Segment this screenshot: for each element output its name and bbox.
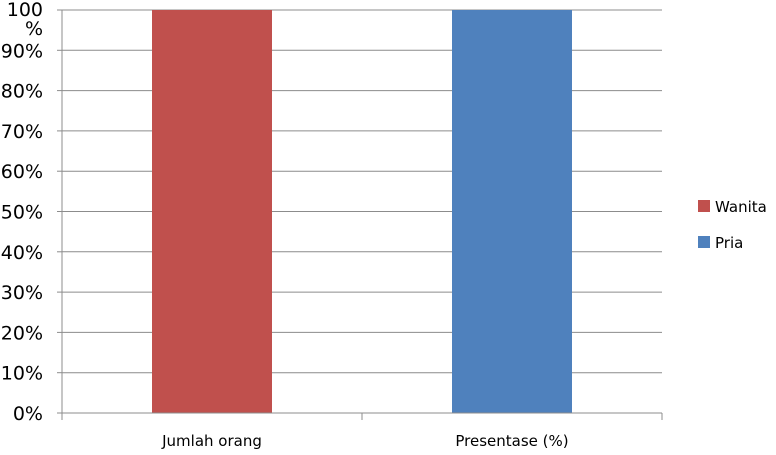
x-tick-labels: Jumlah orang Presentase (%) [161, 432, 569, 450]
legend-swatch-wanita [698, 200, 710, 212]
y-tick-label: 100% [7, 0, 43, 40]
bars [152, 10, 572, 413]
y-tick-label: 20% [1, 322, 43, 344]
axes [57, 9, 663, 420]
bar-wanita-1 [152, 10, 272, 413]
y-tick-label: 50% [1, 202, 43, 224]
y-tick-label: 30% [1, 282, 43, 304]
y-tick-label: 90% [1, 40, 43, 62]
bar-pria-2 [452, 10, 572, 413]
y-tick-label: 0% [13, 403, 43, 425]
y-tick-label: 10% [1, 363, 43, 385]
x-tick-label: Jumlah orang [161, 432, 262, 450]
legend: Wanita Pria [698, 198, 767, 252]
y-tick-label: 70% [1, 121, 43, 143]
legend-label-wanita: Wanita [715, 198, 767, 216]
legend-swatch-pria [698, 236, 710, 248]
y-tick-labels: 0% 10% 20% 30% 40% 50% 60% 70% 80% 90%100% [1, 0, 43, 425]
y-tick-label: 60% [1, 161, 43, 183]
legend-label-pria: Pria [715, 234, 743, 252]
y-tick-label: 40% [1, 242, 43, 264]
x-tick-label: Presentase (%) [455, 432, 568, 450]
y-tick-label: 80% [1, 81, 43, 103]
